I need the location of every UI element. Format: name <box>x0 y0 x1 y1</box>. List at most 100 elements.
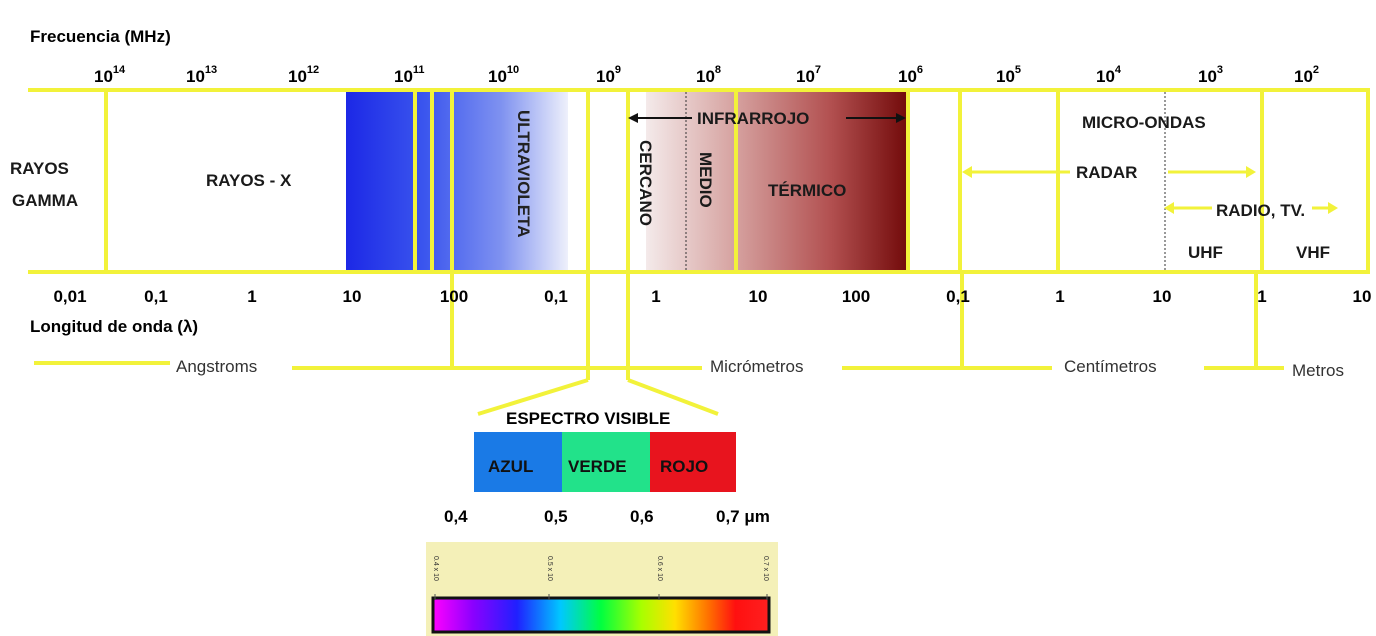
radio-tv-arrow <box>1164 202 1338 214</box>
medium-ir-label: MEDIO <box>696 152 715 208</box>
freq-tick: 10 <box>796 67 815 86</box>
rainbow-tick: 0.5 x 10 <box>546 556 553 581</box>
freq-tick-exp: 7 <box>815 64 821 76</box>
svg-text:1014: 1014 <box>94 64 126 86</box>
freq-tick: 10 <box>186 67 205 86</box>
freq-tick: 10 <box>94 67 113 86</box>
band-blue-label: AZUL <box>488 457 533 476</box>
visible-ticks: 0,4 0,5 0,6 0,7 μm <box>444 507 770 526</box>
wavelength-tick-labels: 0,01 0,1 1 10 100 0,1 1 10 100 0,1 1 10 … <box>53 287 1371 306</box>
wl-tick: 0,01 <box>53 287 86 306</box>
rainbow-tick: 0.4 x 10 <box>432 556 439 581</box>
uv-label: ULTRAVIOLETA <box>514 110 533 237</box>
freq-tick: 10 <box>898 67 917 86</box>
wl-tick: 100 <box>842 287 870 306</box>
rainbow-tick: 0.7 x 10 <box>762 556 769 581</box>
freq-tick: 10 <box>596 67 615 86</box>
freq-tick: 10 <box>996 67 1015 86</box>
freq-tick-exp: 2 <box>1313 64 1319 76</box>
freq-tick-exp: 12 <box>307 64 319 76</box>
uhf-label: UHF <box>1188 243 1223 262</box>
visible-tick: 0,6 <box>630 507 654 526</box>
wavelength-title: Longitud de onda (λ) <box>30 317 198 336</box>
infrared-band <box>646 92 910 270</box>
axis-lines <box>28 88 1370 416</box>
freq-tick-exp: 5 <box>1015 64 1021 76</box>
wl-tick: 0,1 <box>946 287 970 306</box>
gamma-label-line1: RAYOS <box>10 159 69 178</box>
svg-text:102: 102 <box>1294 64 1319 86</box>
rainbow-bar <box>431 596 771 634</box>
freq-tick-exp: 10 <box>507 64 519 76</box>
svg-text:1011: 1011 <box>394 64 425 86</box>
frequency-tick-labels: 1014 1013 1012 1011 1010 109 108 107 106… <box>94 64 1319 86</box>
unit-labels: Angstroms Micrómetros Centímetros Metros <box>176 357 1344 380</box>
freq-tick: 10 <box>1096 67 1115 86</box>
wl-tick: 10 <box>749 287 768 306</box>
freq-tick-exp: 11 <box>413 64 425 76</box>
unit-micrometers: Micrómetros <box>710 357 804 376</box>
svg-text:108: 108 <box>696 64 721 86</box>
visible-tick: 0,5 <box>544 507 568 526</box>
svg-text:106: 106 <box>898 64 923 86</box>
freq-tick-exp: 6 <box>917 64 923 76</box>
svg-text:104: 104 <box>1096 64 1122 86</box>
band-blue <box>474 432 562 492</box>
freq-tick: 10 <box>696 67 715 86</box>
visible-bands: AZUL VERDE ROJO <box>474 432 736 492</box>
svg-text:105: 105 <box>996 64 1021 86</box>
freq-tick-exp: 9 <box>615 64 621 76</box>
rainbow-tick-labels: 0.4 x 10 0.5 x 10 0.6 x 10 0.7 x 10 <box>432 556 769 581</box>
uv-band <box>346 92 568 270</box>
freq-tick: 10 <box>394 67 413 86</box>
radar-label: RADAR <box>1076 163 1137 182</box>
frequency-title: Frecuencia (MHz) <box>30 27 171 46</box>
unit-meters: Metros <box>1292 361 1344 380</box>
dotted-dividers <box>685 92 1166 270</box>
freq-tick-exp: 13 <box>205 64 217 76</box>
visible-spectrum-title: ESPECTRO VISIBLE <box>506 409 670 428</box>
visible-tick: 0,4 <box>444 507 468 526</box>
wl-tick: 10 <box>1153 287 1172 306</box>
unit-angstroms: Angstroms <box>176 357 257 376</box>
band-green <box>562 432 650 492</box>
svg-text:1013: 1013 <box>186 64 217 86</box>
svg-text:109: 109 <box>596 64 621 86</box>
wl-tick: 0,1 <box>544 287 568 306</box>
wl-tick: 10 <box>343 287 362 306</box>
freq-tick-exp: 14 <box>113 64 126 76</box>
svg-text:1010: 1010 <box>488 64 519 86</box>
svg-text:103: 103 <box>1198 64 1223 86</box>
wl-tick: 1 <box>1055 287 1064 306</box>
radar-arrow <box>962 166 1256 178</box>
visible-tick: 0,7 μm <box>716 507 770 526</box>
freq-tick: 10 <box>1294 67 1313 86</box>
region-labels: RAYOS GAMMA RAYOS - X ULTRAVIOLETA INFRA… <box>10 109 1330 262</box>
unit-centimeters: Centímetros <box>1064 357 1157 376</box>
freq-tick-exp: 4 <box>1115 64 1122 76</box>
wl-tick: 10 <box>1353 287 1372 306</box>
rainbow-tick-marks <box>434 594 768 600</box>
freq-tick: 10 <box>288 67 307 86</box>
gamma-label-line2: GAMMA <box>12 191 78 210</box>
near-ir-label: CERCANO <box>636 140 655 226</box>
xray-label: RAYOS - X <box>206 171 292 190</box>
radio-tv-label: RADIO, TV. <box>1216 201 1305 220</box>
wl-tick: 1 <box>1257 287 1266 306</box>
band-green-label: VERDE <box>568 457 627 476</box>
band-red <box>650 432 736 492</box>
wl-tick: 0,1 <box>144 287 168 306</box>
freq-tick-exp: 8 <box>715 64 721 76</box>
vhf-label: VHF <box>1296 243 1330 262</box>
thermal-ir-label: TÉRMICO <box>768 181 846 200</box>
wl-tick: 100 <box>440 287 468 306</box>
wl-tick: 1 <box>651 287 660 306</box>
svg-text:1012: 1012 <box>288 64 319 86</box>
freq-tick: 10 <box>488 67 507 86</box>
microwave-label: MICRO-ONDAS <box>1082 113 1206 132</box>
freq-tick-exp: 3 <box>1217 64 1223 76</box>
band-red-label: ROJO <box>660 457 708 476</box>
wl-tick: 1 <box>247 287 256 306</box>
infrared-label: INFRARROJO <box>697 109 809 128</box>
